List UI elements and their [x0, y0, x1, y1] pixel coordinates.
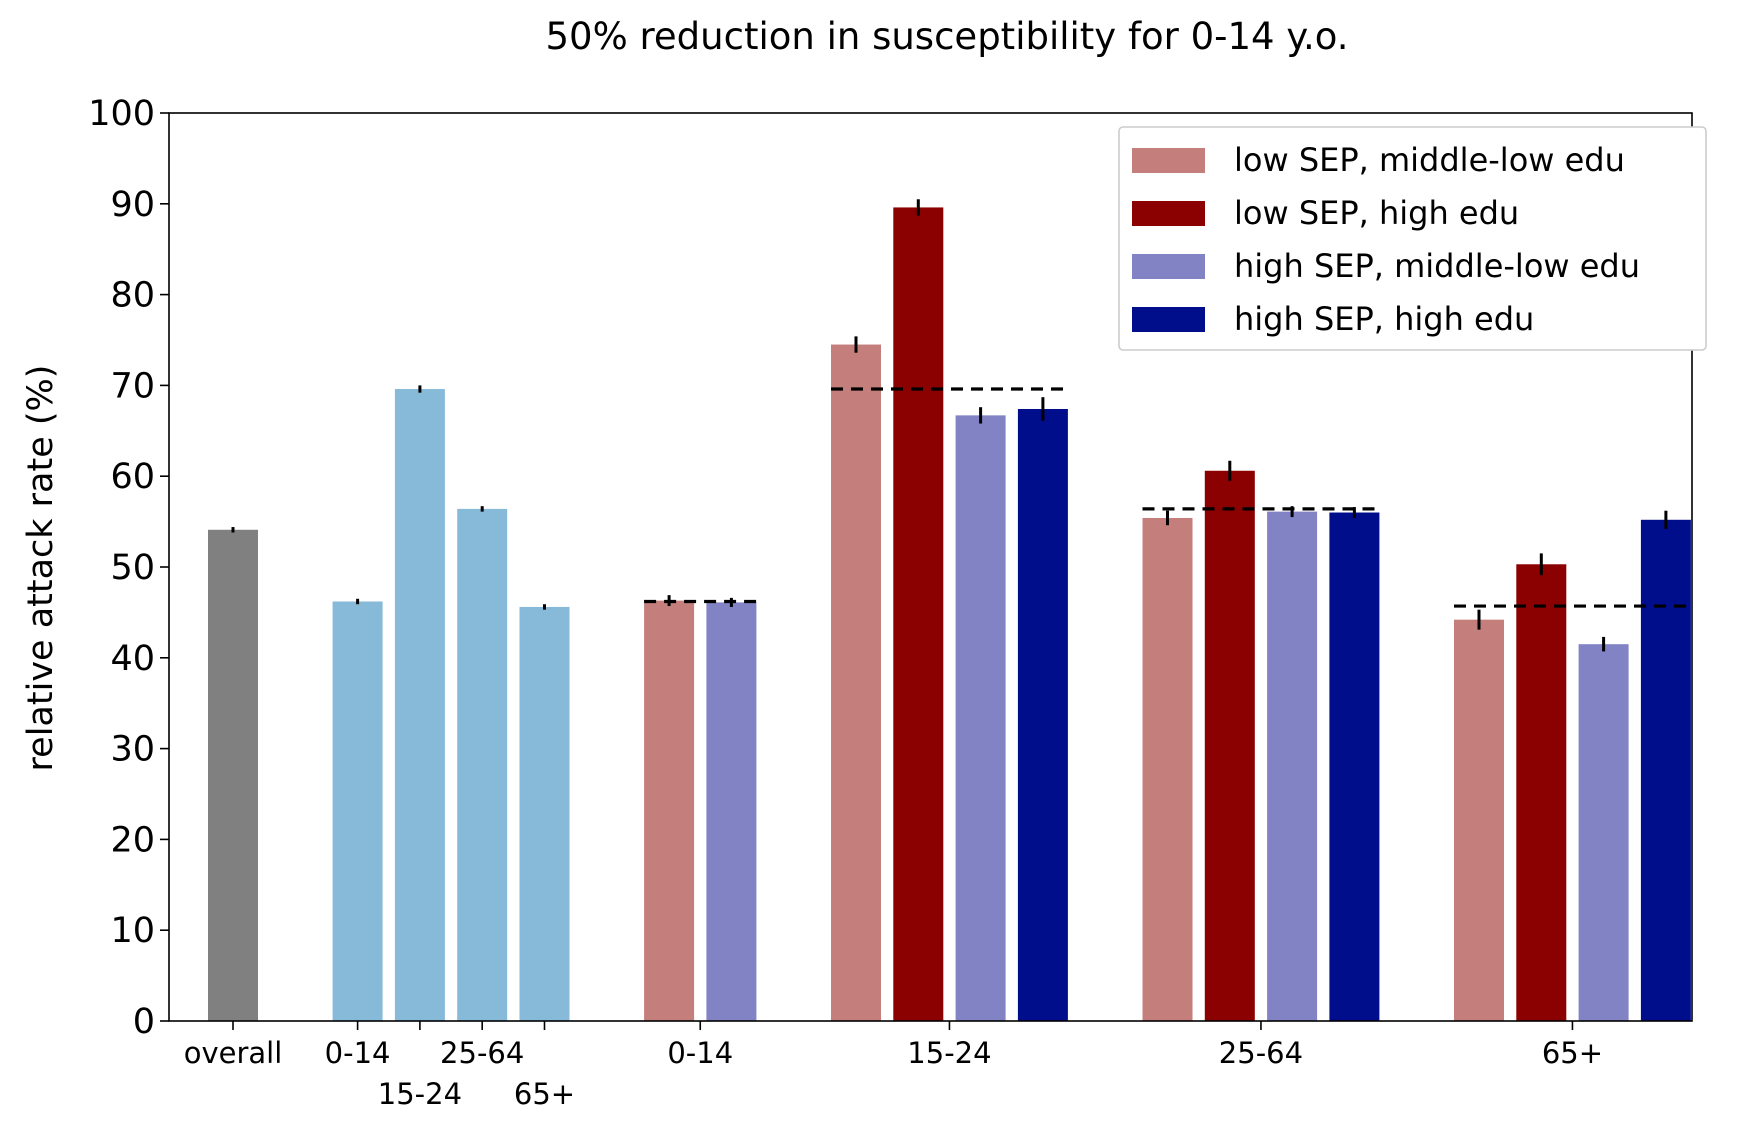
bar-group-25-64-series-2 [1267, 511, 1318, 1021]
bar-age-65+ [519, 606, 570, 1021]
y-tick-label: 30 [110, 730, 155, 770]
bar-group-15-24-series-1 [893, 207, 944, 1021]
chart-title: 50% reduction in susceptibility for 0-14… [546, 15, 1349, 58]
legend-label: high SEP, high edu [1234, 300, 1534, 338]
bar-group-25-64-series-3 [1329, 512, 1380, 1021]
bar-group-15-24-series-0 [831, 344, 881, 1021]
legend-swatch [1132, 254, 1205, 279]
bar-group-65+-series-1 [1516, 564, 1567, 1021]
legend-box [1118, 126, 1707, 351]
error-bars [231, 199, 1668, 652]
bars [208, 207, 1691, 1022]
x-tick-label-group: 25-64 [1219, 1036, 1303, 1070]
bar-age-25-64 [457, 508, 508, 1021]
bar-group-25-64-series-0 [1142, 517, 1193, 1021]
y-tick-label: 100 [88, 94, 155, 134]
legend-label: low SEP, high edu [1234, 194, 1519, 232]
y-tick-label: 20 [110, 820, 155, 860]
legend-swatch [1132, 201, 1205, 226]
x-axis: overall 0-14 15-24 25-64 65+ 0-14 15-24 25-64 65… [184, 1021, 1603, 1111]
bar-age-0-14 [332, 601, 383, 1021]
bar-group-25-64-series-1 [1204, 470, 1255, 1021]
x-tick-label-age: 65+ [514, 1077, 575, 1111]
legend-label: high SEP, middle-low edu [1234, 247, 1640, 285]
x-tick-label-group: 0-14 [667, 1036, 733, 1070]
x-tick-label-overall: overall [184, 1036, 283, 1070]
y-tick-label: 40 [110, 639, 155, 679]
y-tick-label: 50 [110, 548, 155, 588]
legend-swatch [1132, 307, 1205, 332]
y-axis-label: relative attack rate (%) [21, 365, 61, 772]
y-tick-label: 90 [110, 185, 155, 225]
plot-frame [168, 112, 1693, 1022]
bar-age-15-24 [394, 389, 445, 1022]
bar-group-0-14-series-0 [644, 600, 695, 1021]
y-tick-label: 70 [110, 366, 155, 406]
y-tick-label: 60 [110, 457, 155, 497]
x-tick-label-age: 0-14 [325, 1036, 391, 1070]
y-axis: 0 10 20 30 40 50 60 70 80 90 100 [88, 94, 169, 1042]
bar-group-65+-series-0 [1454, 619, 1504, 1021]
x-tick-label-group: 65+ [1542, 1036, 1603, 1070]
y-tick-label: 0 [133, 1002, 155, 1042]
x-tick-label-group: 15-24 [907, 1036, 991, 1070]
y-tick-label: 10 [110, 911, 155, 951]
legend-swatch [1132, 148, 1205, 173]
bar-overall [208, 529, 258, 1021]
x-tick-label-age: 25-64 [440, 1036, 524, 1070]
bar-group-65+-series-2 [1578, 644, 1629, 1021]
bar-group-15-24-series-2 [955, 415, 1006, 1021]
bar-group-0-14-series-2 [706, 602, 757, 1021]
x-tick-label-age: 15-24 [378, 1077, 462, 1111]
legend: low SEP, middle-low edu low SEP, high edu… [1118, 126, 1707, 351]
bar-group-15-24-series-3 [1017, 409, 1068, 1021]
legend-label: low SEP, middle-low edu [1234, 141, 1625, 179]
y-tick-label: 80 [110, 276, 155, 316]
bar-group-65+-series-3 [1640, 519, 1691, 1021]
